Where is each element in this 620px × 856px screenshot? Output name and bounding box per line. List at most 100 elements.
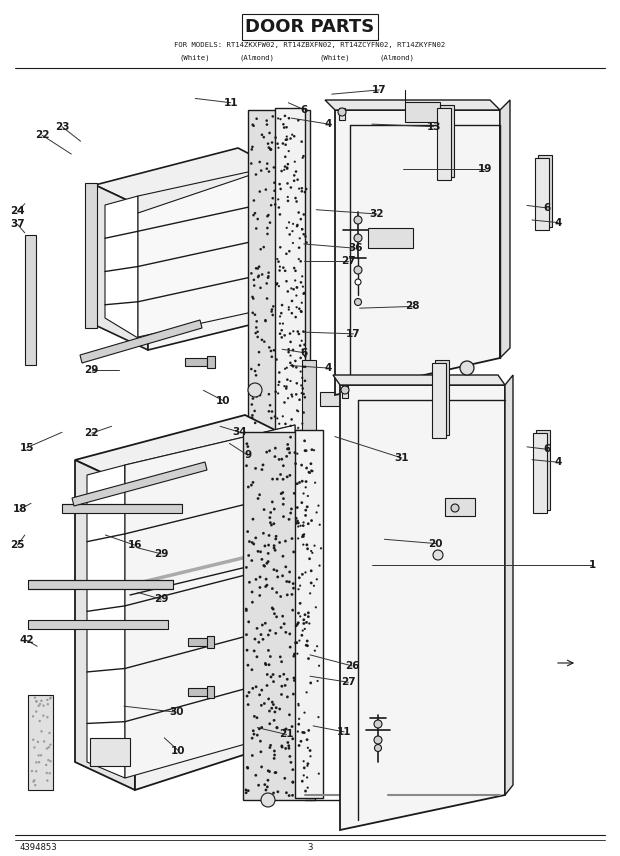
Circle shape [281,304,283,306]
Circle shape [341,386,349,394]
Circle shape [278,541,281,544]
Circle shape [307,746,309,749]
Circle shape [254,638,256,640]
Circle shape [298,718,300,720]
Circle shape [300,464,303,467]
Circle shape [262,564,265,567]
Circle shape [306,639,309,642]
Circle shape [302,348,304,351]
Text: 1: 1 [588,560,596,570]
Circle shape [288,117,290,119]
Circle shape [288,571,291,574]
Circle shape [281,336,283,339]
Circle shape [40,754,42,757]
Circle shape [306,739,308,741]
Circle shape [280,169,283,172]
Circle shape [280,458,283,461]
Circle shape [304,191,306,193]
Circle shape [272,704,275,706]
Circle shape [266,215,268,217]
Bar [533,433,547,513]
Circle shape [303,233,305,235]
Circle shape [268,516,271,519]
Circle shape [255,117,258,120]
Circle shape [282,478,285,480]
Circle shape [303,521,304,524]
Circle shape [303,544,304,545]
Circle shape [272,792,275,794]
Circle shape [268,449,271,452]
Bar [295,430,323,798]
Circle shape [296,623,299,626]
Circle shape [271,701,273,704]
Circle shape [291,230,293,232]
Circle shape [50,760,51,763]
Circle shape [253,199,255,202]
Circle shape [268,132,271,134]
Circle shape [309,749,311,752]
Circle shape [283,169,285,171]
Circle shape [251,295,254,298]
Text: 42: 42 [19,635,34,645]
Circle shape [304,396,306,399]
Circle shape [261,273,264,276]
Text: DOOR PARTS: DOOR PARTS [246,18,374,36]
Circle shape [295,393,298,395]
Circle shape [270,417,273,419]
Circle shape [301,502,303,504]
Circle shape [306,692,308,693]
Circle shape [283,385,285,387]
Circle shape [252,397,254,400]
Circle shape [300,384,303,386]
Bar [538,155,552,227]
Circle shape [250,148,253,151]
Circle shape [283,127,285,128]
Circle shape [257,550,259,553]
Circle shape [303,439,306,443]
Bar [85,183,97,328]
Circle shape [48,746,50,748]
Circle shape [47,759,50,761]
Circle shape [278,381,280,383]
Circle shape [260,169,262,172]
Circle shape [277,418,278,419]
Circle shape [34,784,37,786]
Polygon shape [95,185,148,350]
Circle shape [254,370,256,372]
Circle shape [259,740,262,742]
Circle shape [268,722,271,725]
Circle shape [286,167,288,169]
Circle shape [255,227,257,229]
Circle shape [293,175,296,176]
Bar [28,695,53,790]
Circle shape [269,404,272,407]
Circle shape [274,203,277,205]
Circle shape [308,471,310,473]
Circle shape [280,492,283,495]
Circle shape [265,120,268,122]
Circle shape [42,715,45,716]
Text: 10: 10 [171,746,186,756]
Circle shape [283,777,286,780]
Circle shape [290,761,292,764]
Circle shape [280,312,283,314]
Circle shape [294,641,297,644]
Circle shape [258,351,260,354]
Circle shape [280,187,282,190]
Circle shape [273,166,275,169]
Circle shape [310,520,313,522]
Circle shape [295,522,298,525]
Circle shape [252,543,255,545]
Circle shape [246,531,249,533]
Text: 26: 26 [345,661,360,671]
Circle shape [293,676,295,680]
Circle shape [255,267,257,270]
Circle shape [253,284,255,287]
Circle shape [279,265,281,268]
Circle shape [298,703,299,705]
Circle shape [354,234,362,242]
Circle shape [292,693,294,695]
Circle shape [32,781,35,782]
Circle shape [300,281,302,283]
Circle shape [291,794,294,797]
